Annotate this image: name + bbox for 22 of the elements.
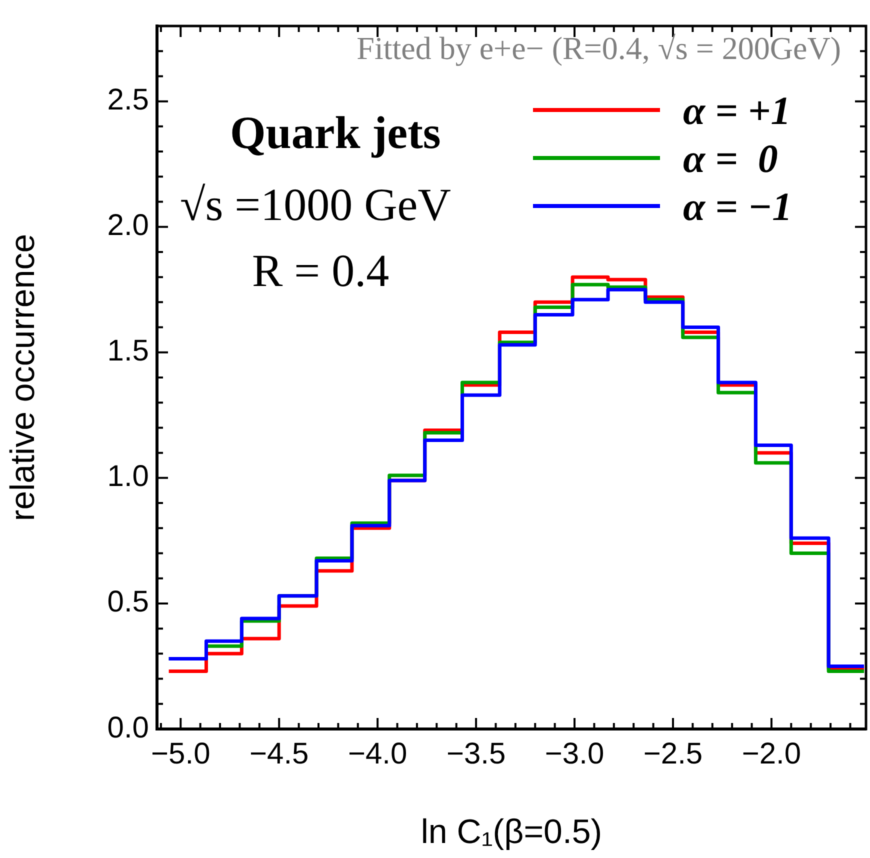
y-tick-label: 2.0 [107,209,149,242]
x-tick-label: −4.5 [249,737,309,770]
x-tick-label: −3.0 [544,737,604,770]
x-axis-title: ln C₁(β=0.5) [420,812,602,851]
y-tick-label: 2.5 [107,84,149,117]
x-tick-label: −2.5 [643,737,703,770]
x-tick-label: −4.0 [348,737,408,770]
annotation: R = 0.4 [252,244,390,297]
y-tick-label: 0.5 [107,586,149,619]
legend-label: α = 0 [683,134,778,182]
annotation: Fitted by e+e− (R=0.4, √s = 200GeV) [356,30,841,67]
x-tick-label: −3.5 [446,737,506,770]
y-tick-label: 1.5 [107,334,149,368]
y-tick-label: 1.0 [107,460,149,494]
legend-label: α = −1 [683,182,792,230]
annotation: √s =1000 GeV [180,178,451,231]
x-tick-label: −2.0 [742,737,802,770]
y-axis-title: relative occurrence [4,234,42,522]
y-tick-label: 0.0 [107,711,149,744]
x-tick-label: −5.0 [151,737,210,770]
legend-label: α = +1 [683,86,791,134]
annotation: Quark jets [230,106,441,159]
